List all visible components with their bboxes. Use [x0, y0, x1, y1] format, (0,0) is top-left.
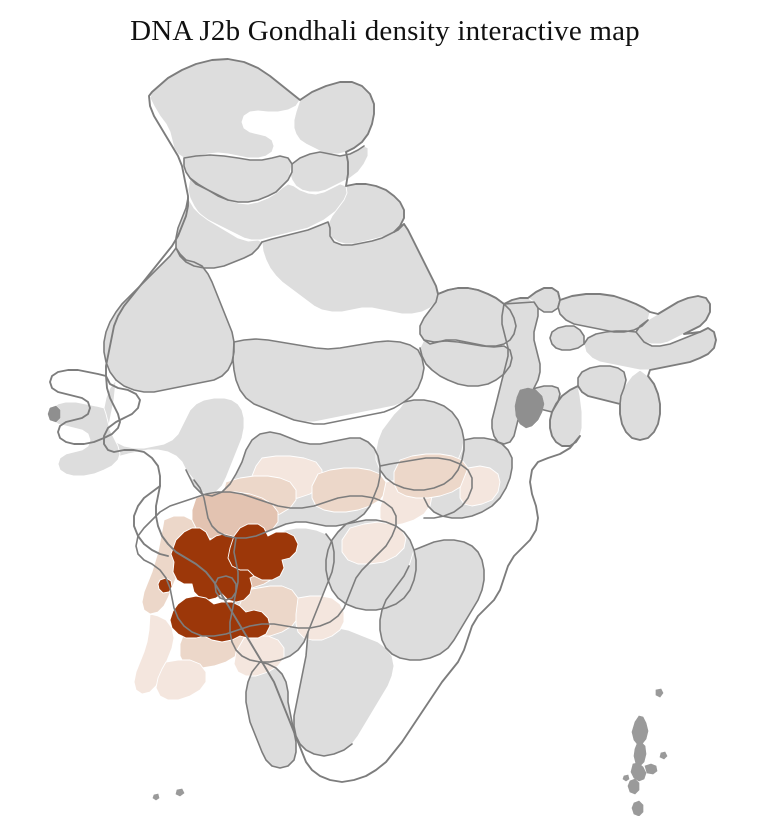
sundarbans-delta [514, 387, 545, 429]
india-choropleth-map[interactable] [0, 50, 770, 816]
map-container[interactable] [0, 50, 770, 816]
district-pune-ahmednagar-veryhigh[interactable] [170, 527, 267, 603]
district-shaded-vlow-uttarakannada[interactable] [155, 659, 207, 701]
state-boundary-layer [47, 58, 717, 816]
district-layer-choropleth[interactable] [133, 453, 501, 701]
kachchh-tip-dark [47, 405, 61, 423]
andaman-nicobar-islands [622, 688, 668, 816]
district-shaded-vlow-wardha[interactable] [459, 465, 501, 507]
district-shaded-low-nagpur[interactable] [393, 453, 469, 499]
district-shaded-vlow-konkan-south[interactable] [133, 613, 175, 695]
lakshadweep-islands [152, 788, 185, 801]
district-satara-solapur-veryhigh[interactable] [169, 595, 271, 643]
page-title: DNA J2b Gondhali density interactive map [130, 15, 640, 47]
district-mumbai-veryhigh[interactable] [157, 577, 173, 594]
district-shaded-vlow-telangana[interactable] [341, 521, 407, 565]
